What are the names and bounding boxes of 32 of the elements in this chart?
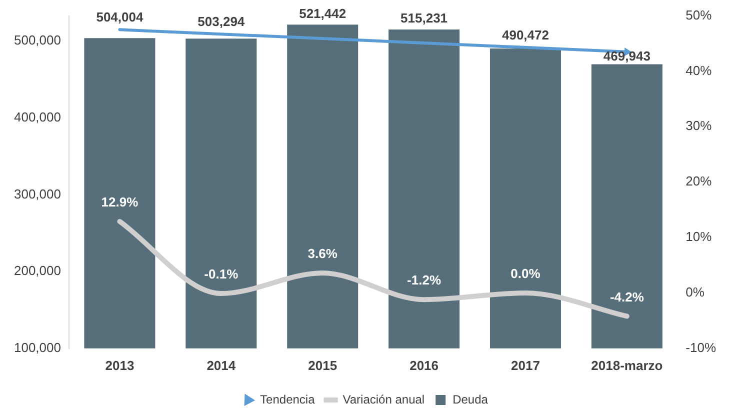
y2-tick-label: 50%: [686, 7, 712, 22]
y-tick-label: 400,000: [14, 110, 61, 125]
y2-tick-label: 40%: [686, 62, 712, 78]
y2-tick-label: 0%: [686, 284, 705, 300]
x-tick-label: 2018-marzo: [591, 358, 663, 373]
data-label: 3.6%: [308, 246, 338, 262]
x-tick-label: 2016: [410, 358, 439, 373]
y2-tick-label: 30%: [686, 118, 712, 134]
x-tick-label: 2013: [105, 358, 134, 373]
x-tick-label: 2017: [511, 358, 540, 373]
data-label: 515,231: [400, 10, 448, 26]
data-label: -1.2%: [407, 272, 442, 288]
y-tick-label: 200,000: [14, 263, 61, 278]
legend-label: Deuda: [452, 392, 488, 406]
y-tick-label: 500,000: [14, 32, 61, 48]
y2-tick-label: 10%: [686, 229, 712, 244]
data-label: 12.9%: [101, 194, 139, 210]
y-tick-label: 100,000: [14, 340, 61, 355]
data-label: 0.0%: [510, 266, 541, 282]
x-tick-label: 2015: [308, 358, 338, 373]
x-tick-label: 2014: [206, 358, 236, 373]
data-label: 521,442: [299, 6, 346, 21]
y2-tick-label: -10%: [686, 340, 716, 355]
y2-tick-label: 20%: [686, 174, 712, 189]
legend-label: Tendencia: [260, 392, 316, 406]
data-label: -4.2%: [610, 289, 644, 304]
legend-label: Variación anual: [342, 392, 425, 406]
data-label: 490,472: [502, 28, 549, 43]
data-label: 503,294: [198, 14, 246, 30]
data-label: -0.1%: [204, 266, 239, 282]
data-label: 504,004: [96, 10, 144, 25]
y-tick-label: 300,000: [14, 186, 61, 202]
